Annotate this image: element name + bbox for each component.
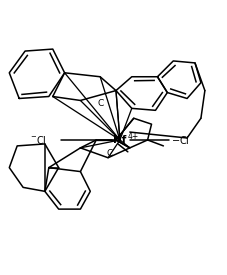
Text: 4+: 4+: [127, 131, 138, 141]
Text: $^{-}$Cl: $^{-}$Cl: [30, 134, 47, 146]
Text: Hf: Hf: [113, 135, 126, 145]
Text: $-$Cl: $-$Cl: [170, 134, 189, 146]
Text: C: C: [97, 99, 103, 108]
Text: C: C: [106, 149, 113, 158]
